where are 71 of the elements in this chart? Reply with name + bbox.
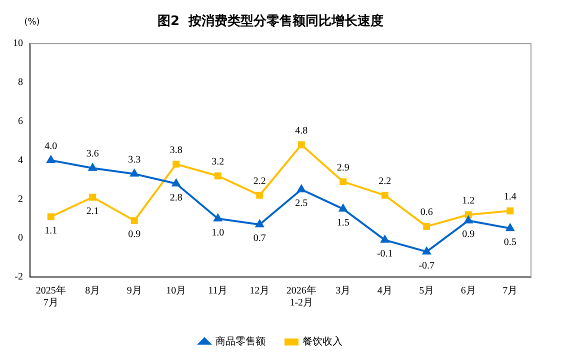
data-label: 3.2	[212, 156, 224, 168]
chart-title: 图2 按消费类型分零售额同比增长速度	[157, 13, 384, 30]
x-tick-label: 7月	[502, 286, 518, 297]
x-tick-label: 10月	[166, 286, 186, 297]
x-tick-label: 11月	[208, 286, 228, 297]
point	[89, 194, 96, 201]
data-label: 3.6	[86, 148, 99, 160]
data-label: 1.4	[504, 191, 516, 202]
point	[339, 204, 348, 212]
data-label: 4.0	[44, 140, 58, 152]
data-label: 2.9	[336, 162, 350, 174]
y-tick-label: 4	[18, 154, 23, 166]
point	[256, 192, 264, 199]
point	[172, 179, 180, 186]
point	[47, 213, 54, 220]
point	[506, 207, 514, 214]
x-tick-label: 2025年 7月	[36, 284, 66, 309]
x-tick-label: 5月	[419, 286, 434, 297]
point	[130, 217, 138, 224]
data-label: 2.2	[378, 176, 392, 187]
data-label: 0.9	[462, 229, 475, 240]
point	[340, 178, 347, 186]
data-label: 1.2	[462, 195, 475, 206]
point	[506, 224, 514, 232]
point	[46, 156, 55, 164]
point	[381, 192, 388, 199]
point	[256, 220, 264, 228]
data-label: 3.3	[128, 154, 141, 166]
legend-label: 餐饮收入	[302, 336, 342, 348]
point	[423, 222, 430, 230]
point	[88, 164, 97, 171]
data-label: 2.5	[295, 198, 308, 210]
data-label: 0.7	[253, 233, 266, 244]
x-tick-label: 4月	[377, 286, 392, 297]
x-tick-label: 9月	[126, 286, 142, 297]
point	[464, 211, 472, 218]
legend-label: 商品零售额	[216, 336, 266, 348]
point	[172, 160, 180, 168]
point	[464, 216, 472, 224]
x-tick-label: 6月	[460, 286, 476, 297]
point	[214, 172, 222, 180]
data-label: 3.8	[170, 144, 182, 156]
y-axis-title: (%)	[24, 17, 40, 28]
data-label: 1.5	[336, 218, 350, 229]
x-tick-label: 3月	[336, 286, 351, 297]
y-tick-label: -2	[14, 272, 23, 283]
x-tick-label: 12月	[250, 286, 270, 297]
data-label: 0.5	[504, 237, 516, 248]
data-label: 2.2	[253, 176, 266, 187]
data-label: 2.8	[170, 192, 182, 204]
data-label: -0.7	[418, 260, 435, 272]
data-label: 0.9	[128, 229, 141, 240]
point	[298, 141, 305, 148]
y-tick-label: 6	[18, 116, 23, 128]
y-tick-label: 10	[13, 38, 23, 50]
data-label: 1.1	[44, 225, 58, 236]
y-tick-label: 2	[18, 194, 23, 205]
y-tick-label: 8	[18, 77, 23, 88]
data-label: 0.6	[420, 207, 433, 218]
data-label: 2.1	[86, 206, 99, 217]
data-label: 4.8	[295, 125, 308, 136]
y-tick-label: 0	[18, 232, 23, 244]
data-label: 1.0	[212, 227, 224, 238]
point	[214, 214, 222, 222]
point	[422, 247, 431, 254]
x-tick-label: 2026年 1-2月	[286, 284, 316, 309]
point	[380, 236, 389, 243]
x-tick-label: 8月	[85, 286, 100, 297]
point	[297, 184, 306, 192]
data-label: -0.1	[376, 248, 393, 260]
point	[130, 169, 138, 177]
